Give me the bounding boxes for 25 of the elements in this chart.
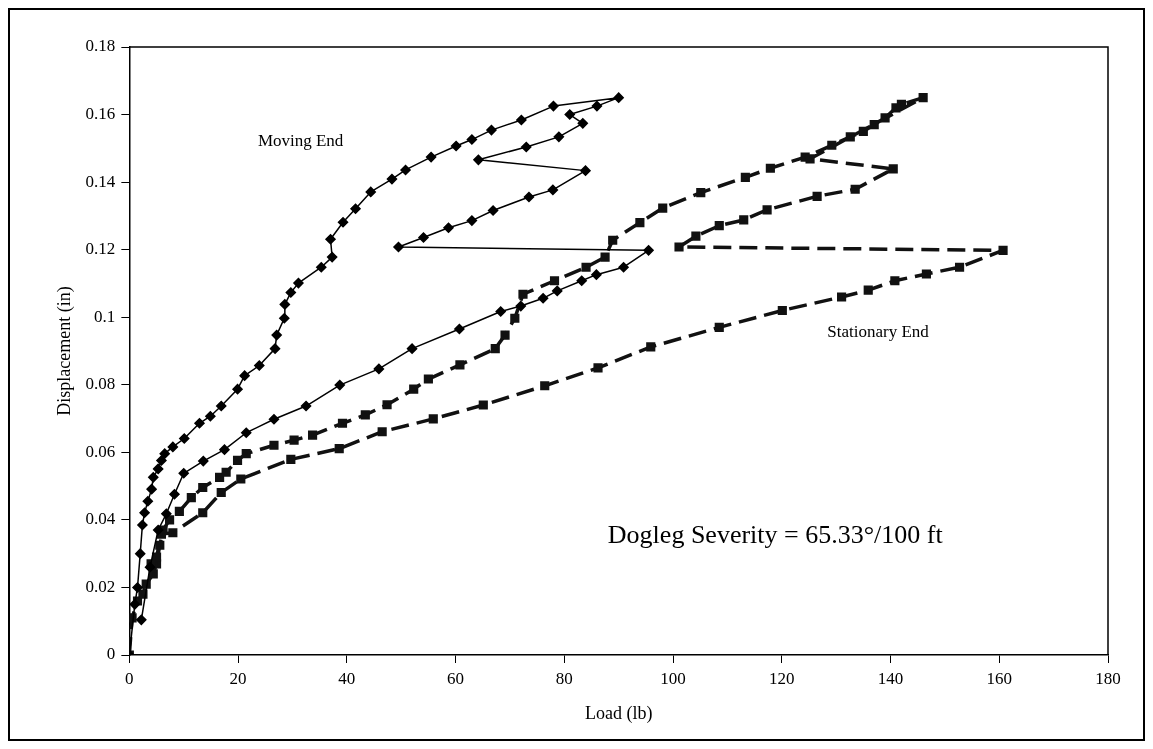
x-tick-label: 20 [229,668,247,688]
x-tick-label: 40 [338,668,356,688]
y-tick-label: 0.16 [85,104,116,124]
x-tick-label: 120 [769,668,795,688]
annotation: Dogleg Severity = 65.33°/100 ft [607,520,944,550]
x-tick-label: 60 [447,668,465,688]
y-tick-label: 0.14 [85,171,116,191]
y-tick-label: 0.06 [85,441,116,461]
y-tick-label: 0.04 [85,509,116,529]
series-label: Stationary End [827,322,930,342]
x-axis-title: Load (lb) [584,702,653,724]
y-tick-label: 0.12 [85,239,116,259]
y-tick-label: 0 [106,644,116,664]
x-tick-label: 100 [660,668,686,688]
x-tick-label: 180 [1095,668,1121,688]
y-tick-label: 0.02 [85,576,116,596]
y-axis-title: Displacement (in) [53,286,75,416]
y-tick-label: 0.08 [85,374,116,394]
x-tick-label: 80 [555,668,573,688]
y-tick-label: 0.18 [85,36,116,56]
text: Moving End [257,130,344,150]
x-tick-label: 160 [986,668,1013,688]
y-tick-label: 0.1 [94,306,116,326]
x-tick-label: 0 [125,668,134,688]
x-tick-label: 140 [877,668,904,688]
